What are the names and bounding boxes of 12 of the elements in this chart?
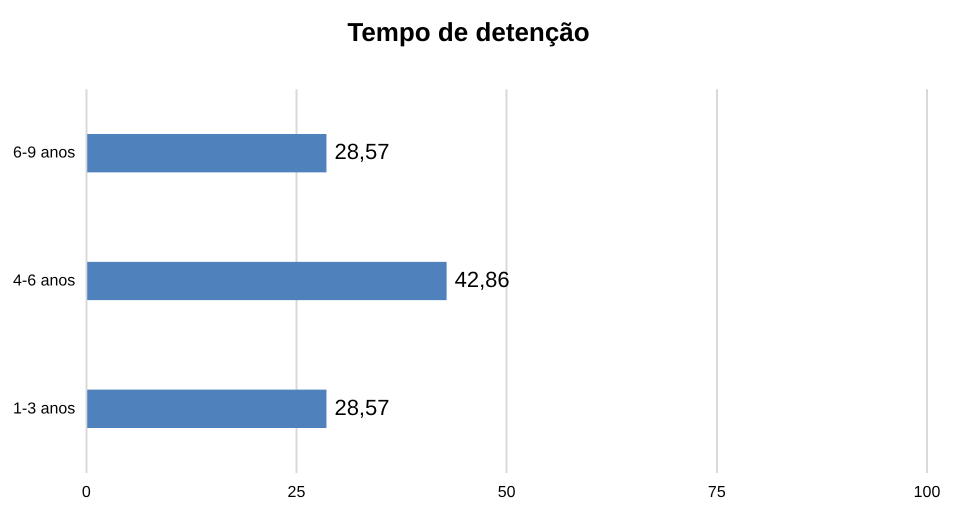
- y-tick-label: 1-3 anos: [13, 400, 76, 418]
- x-tick-label: 100: [914, 484, 940, 501]
- data-label: 28,57: [334, 394, 390, 420]
- x-tick-label: 25: [288, 484, 306, 501]
- x-tick-label: 75: [708, 484, 726, 501]
- x-tick-label: 50: [498, 484, 516, 501]
- y-tick-label: 4-6 anos: [13, 272, 76, 290]
- data-label: 42,86: [454, 267, 510, 292]
- y-tick-label: 6-9 anos: [13, 144, 76, 162]
- chart-title: Tempo de detenção: [347, 16, 590, 47]
- data-label: 28,57: [334, 139, 390, 164]
- x-tick-label: 0: [82, 484, 91, 501]
